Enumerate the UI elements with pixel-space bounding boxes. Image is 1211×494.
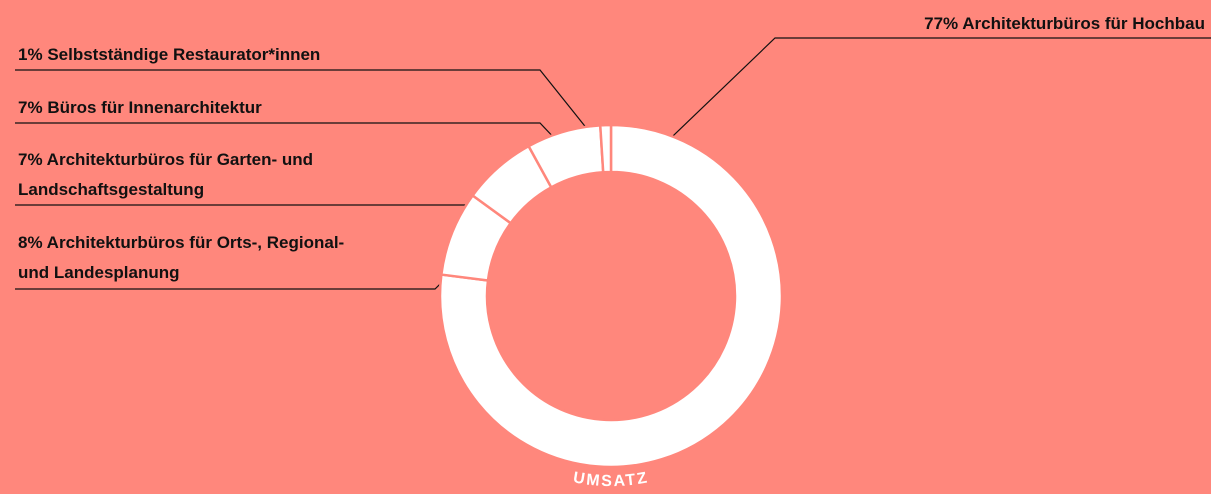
value-label: 77% <box>924 14 959 33</box>
chart-title-text: UMSATZ <box>572 469 648 490</box>
value-label: 1% <box>18 45 43 64</box>
category-label: Büros für Innenarchitektur <box>47 98 262 117</box>
donut <box>438 123 784 469</box>
leader-line <box>15 69 593 136</box>
data-label: 77% Architekturbüros für Hochbau <box>805 9 1205 39</box>
data-label: 1% Selbstständige Restaurator*innen <box>18 40 518 70</box>
donut-segment <box>598 123 613 174</box>
leader-lines <box>15 37 1211 290</box>
chart-title: UMSATZ <box>572 469 650 490</box>
data-label: 7% Büros für Innenarchitektur <box>18 93 518 123</box>
data-label: 8% Architekturbüros für Orts-, Regional-… <box>18 228 378 288</box>
leader-line <box>649 37 1211 159</box>
category-label: Selbstständige Restaurator*innen <box>47 45 321 64</box>
category-label: Architekturbüros für Garten- und Landsch… <box>18 150 314 199</box>
category-label: Architekturbüros für Hochbau <box>962 14 1205 33</box>
donut-segment <box>438 123 784 469</box>
data-label: 7% Architekturbüros für Garten- und Land… <box>18 145 378 205</box>
value-label: 7% <box>18 98 43 117</box>
value-label: 7% <box>18 150 43 169</box>
category-label: Architekturbüros für Orts-, Regional- un… <box>18 233 345 282</box>
value-label: 8% <box>18 233 43 252</box>
